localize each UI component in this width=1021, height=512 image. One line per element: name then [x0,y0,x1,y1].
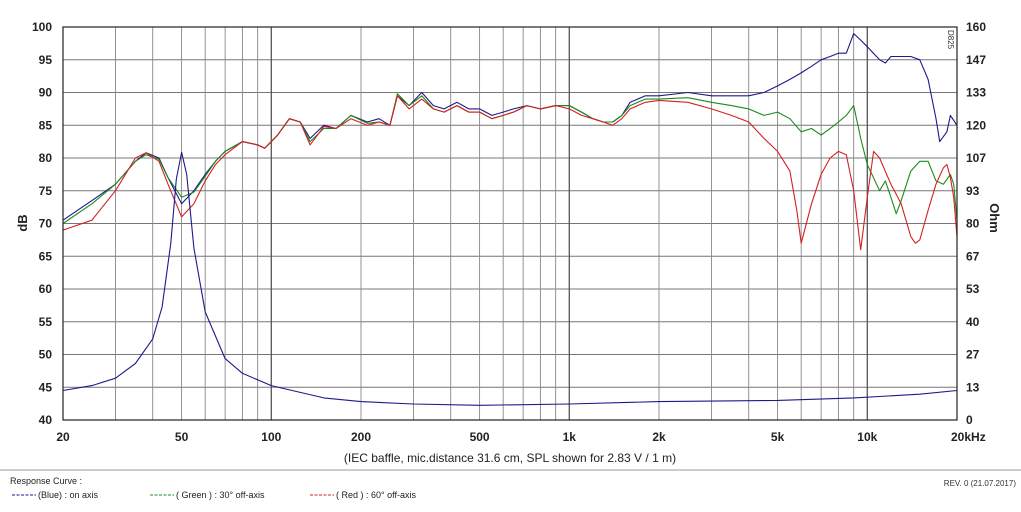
y-tick-4: 60 [39,282,53,296]
y-tick-12: 100 [32,20,52,34]
y-tick-5: 65 [39,249,53,263]
y2-tick-9: 120 [966,118,986,132]
x-tick-7: 5k [771,430,785,444]
x-tick-1: 50 [175,430,189,444]
y2-tick-7: 93 [966,184,980,198]
y-tick-11: 95 [39,53,53,67]
series-line-2 [62,95,958,251]
y-tick-10: 90 [39,86,53,100]
x-tick-2: 100 [261,430,281,444]
y-tick-0: 40 [39,413,53,427]
legend-title: Response Curve : [10,476,82,486]
x-tick-0: 20 [56,430,70,444]
y2-tick-4: 53 [966,282,980,296]
x-tick-4: 500 [470,430,490,444]
x-tick-9: 20kHz [951,430,986,444]
legend-item-1: ( Green ) : 30° off-axis [176,490,265,500]
watermark: D825 [946,30,955,50]
y2-tick-10: 133 [966,86,986,100]
x-axis-note: (IEC baffle, mic.distance 31.6 cm, SPL s… [344,451,676,465]
y-tick-1: 45 [39,380,53,394]
y2-tick-1: 13 [966,380,980,394]
y-tick-labels-left: 40 45 50 55 60 65 70 75 80 85 90 95 100 [32,20,52,427]
revision-label: REV. 0 (21.07.2017) [944,479,1017,488]
y2-tick-12: 160 [966,20,986,34]
series-lines [62,33,958,406]
x-tick-3: 200 [351,430,371,444]
y2-axis-title: Ohm [987,203,1002,233]
x-tick-5: 1k [563,430,577,444]
y2-tick-6: 80 [966,217,980,231]
plot-frame [62,26,958,421]
x-tick-labels: 20 50 100 200 500 1k 2k 5k 10k 20kHz [56,430,985,444]
y2-tick-3: 40 [966,315,980,329]
y-tick-9: 85 [39,118,53,132]
series-line-3 [62,151,958,406]
grid [62,26,958,421]
y2-tick-0: 0 [966,413,973,427]
y2-tick-11: 147 [966,53,986,67]
y-tick-6: 70 [39,217,53,231]
y-tick-8: 80 [39,151,53,165]
y2-tick-8: 107 [966,151,986,165]
x-tick-8: 10k [857,430,877,444]
y-tick-2: 50 [39,348,53,362]
y-axis-title: dB [15,214,30,231]
y-tick-labels-right: 0 13 27 40 53 67 80 93 107 120 133 147 160 [966,20,986,427]
legend-item-0: (Blue) : on axis [38,490,99,500]
legend-item-2: ( Red ) : 60° off-axis [336,490,416,500]
legend: (Blue) : on axis ( Green ) : 30° off-axis… [12,490,416,500]
y2-tick-2: 27 [966,348,980,362]
y-tick-3: 55 [39,315,53,329]
x-tick-6: 2k [652,430,666,444]
y-tick-7: 75 [39,184,53,198]
y2-tick-5: 67 [966,249,980,263]
